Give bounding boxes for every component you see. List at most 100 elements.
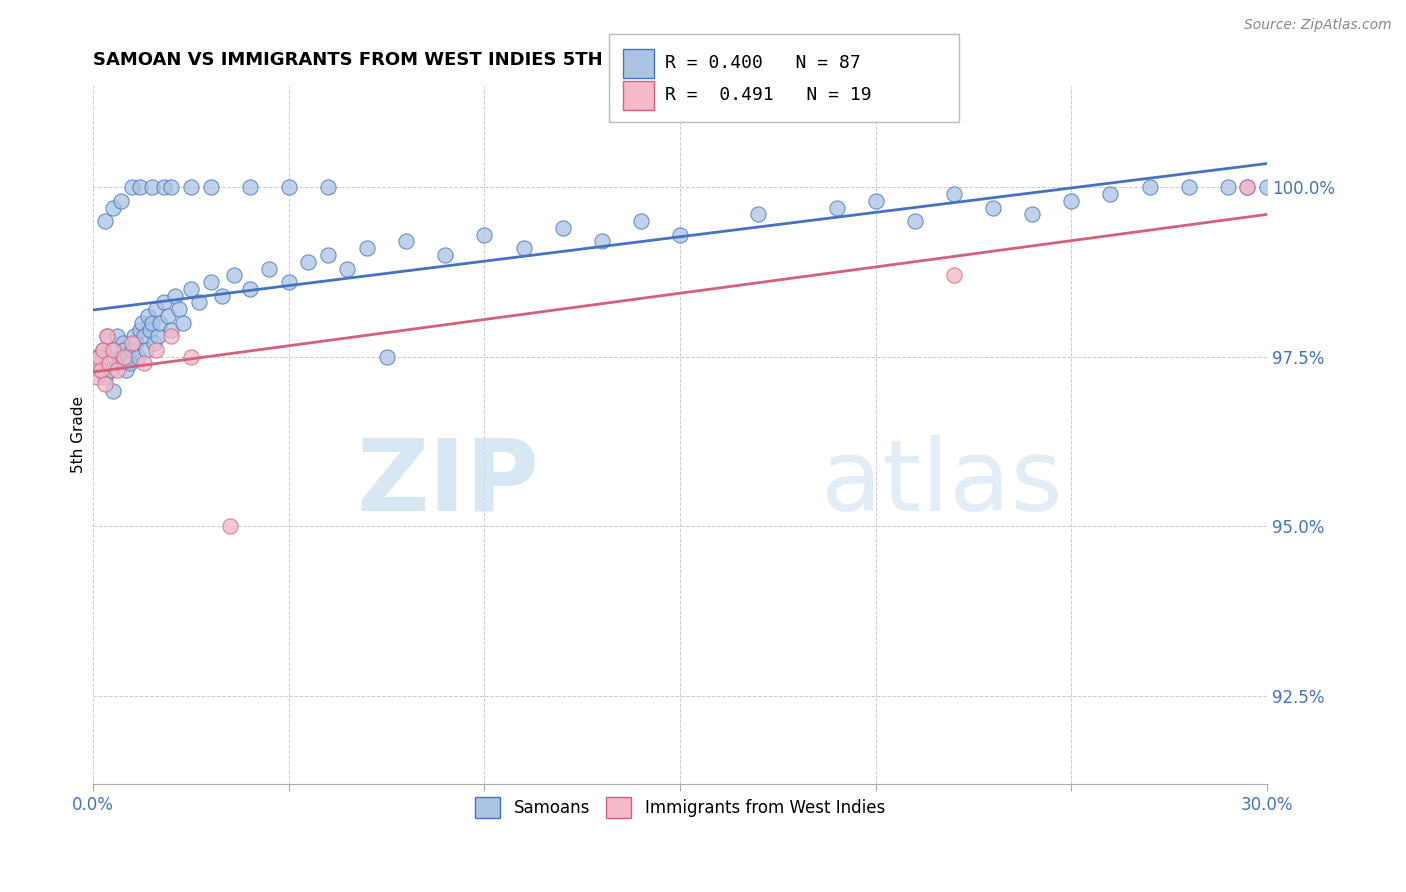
- Point: [96, 329, 118, 343]
- Point: [149, 316, 172, 330]
- Point: [121, 180, 143, 194]
- Point: [91, 343, 114, 357]
- Point: [110, 194, 132, 208]
- Point: [122, 329, 145, 343]
- Point: [160, 180, 183, 194]
- Point: [120, 356, 142, 370]
- Point: [97, 356, 120, 370]
- Point: [141, 180, 163, 194]
- Point: [395, 235, 418, 249]
- Point: [277, 180, 299, 194]
- Point: [145, 343, 167, 357]
- Point: [86, 370, 108, 384]
- Point: [981, 201, 1004, 215]
- Point: [165, 288, 187, 302]
- Point: [132, 329, 155, 343]
- Point: [105, 329, 128, 343]
- Point: [121, 343, 143, 357]
- Point: [152, 180, 174, 194]
- Point: [94, 370, 117, 384]
- Point: [904, 214, 927, 228]
- Point: [219, 519, 242, 533]
- Point: [141, 316, 163, 330]
- Point: [591, 235, 613, 249]
- Point: [97, 350, 120, 364]
- Point: [142, 336, 165, 351]
- Point: [101, 201, 124, 215]
- Point: [1236, 180, 1258, 194]
- Point: [356, 241, 378, 255]
- Point: [117, 350, 139, 364]
- Y-axis label: 5th Grade: 5th Grade: [72, 396, 86, 473]
- Point: [100, 363, 122, 377]
- Point: [222, 268, 245, 283]
- Point: [865, 194, 887, 208]
- Text: SAMOAN VS IMMIGRANTS FROM WEST INDIES 5TH GRADE CORRELATION CHART: SAMOAN VS IMMIGRANTS FROM WEST INDIES 5T…: [93, 51, 900, 69]
- Text: atlas: atlas: [821, 435, 1063, 532]
- Point: [167, 302, 190, 317]
- Point: [180, 350, 202, 364]
- Point: [87, 350, 110, 364]
- Point: [336, 261, 359, 276]
- Point: [160, 322, 183, 336]
- Point: [94, 376, 117, 391]
- Point: [111, 336, 134, 351]
- Point: [669, 227, 692, 242]
- Text: R =  0.491   N = 19: R = 0.491 N = 19: [665, 87, 872, 104]
- Point: [180, 180, 202, 194]
- Point: [121, 336, 143, 351]
- Point: [1099, 186, 1122, 201]
- Text: R = 0.400   N = 87: R = 0.400 N = 87: [665, 54, 860, 72]
- Text: ZIP: ZIP: [356, 435, 538, 532]
- Point: [187, 295, 209, 310]
- Text: Source: ZipAtlas.com: Source: ZipAtlas.com: [1244, 18, 1392, 32]
- Point: [630, 214, 652, 228]
- Point: [156, 309, 179, 323]
- Point: [132, 356, 155, 370]
- Point: [105, 363, 128, 377]
- Point: [1060, 194, 1083, 208]
- Point: [90, 363, 112, 377]
- Point: [1177, 180, 1199, 194]
- Point: [1256, 180, 1278, 194]
- Point: [104, 343, 127, 357]
- Point: [114, 350, 136, 364]
- Point: [110, 350, 132, 364]
- Point: [257, 261, 280, 276]
- Point: [200, 180, 222, 194]
- Point: [96, 329, 118, 343]
- Point: [747, 207, 769, 221]
- Point: [127, 350, 149, 364]
- Point: [942, 186, 965, 201]
- Point: [84, 356, 107, 370]
- Point: [1021, 207, 1043, 221]
- Legend: Samoans, Immigrants from West Indies: Samoans, Immigrants from West Indies: [468, 790, 891, 824]
- Point: [90, 356, 112, 370]
- Point: [180, 282, 202, 296]
- Point: [172, 316, 194, 330]
- Point: [114, 343, 136, 357]
- Point: [160, 329, 183, 343]
- Point: [101, 343, 124, 357]
- Point: [152, 295, 174, 310]
- Point: [129, 322, 152, 336]
- Point: [125, 336, 148, 351]
- Point: [131, 316, 153, 330]
- Point: [87, 363, 110, 377]
- Point: [239, 180, 262, 194]
- Point: [316, 248, 339, 262]
- Point: [139, 322, 162, 336]
- Point: [434, 248, 457, 262]
- Point: [297, 254, 319, 268]
- Point: [101, 384, 124, 398]
- Point: [1216, 180, 1239, 194]
- Point: [211, 288, 233, 302]
- Point: [107, 356, 129, 370]
- Point: [86, 350, 108, 364]
- Point: [1139, 180, 1161, 194]
- Point: [135, 343, 157, 357]
- Point: [474, 227, 496, 242]
- Point: [316, 180, 339, 194]
- Point: [94, 214, 117, 228]
- Point: [239, 282, 262, 296]
